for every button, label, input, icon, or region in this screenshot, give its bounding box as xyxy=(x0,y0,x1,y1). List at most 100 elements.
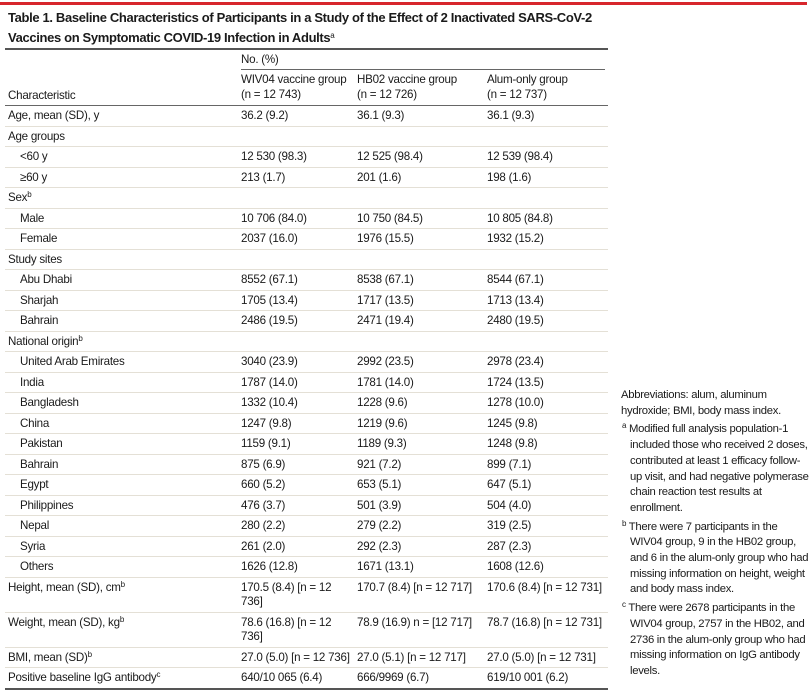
cell-alum xyxy=(484,125,608,147)
cell-alum: 12 539 (98.4) xyxy=(484,146,608,167)
cell-wiv04: 1247 (9.8) xyxy=(238,412,354,434)
cell-wiv04: 1159 (9.1) xyxy=(238,433,354,454)
cell-alum: 287 (2.3) xyxy=(484,535,608,557)
title-footnote-mark: a xyxy=(330,31,335,40)
row-label: Syria xyxy=(5,535,238,557)
table-row: Others 1626 (12.8) 1671 (13.1) 1608 (12.6) xyxy=(5,556,608,577)
cell-alum: 504 (4.0) xyxy=(484,494,608,516)
cell-alum: 1248 (9.8) xyxy=(484,433,608,454)
footnote-a: a Modified full analysis population-1 in… xyxy=(622,421,809,514)
cell-alum: 8544 (67.1) xyxy=(484,269,608,290)
cell-hb02: 201 (1.6) xyxy=(354,166,484,188)
cell-wiv04: 170.5 (8.4) [n = 12 736] xyxy=(238,576,354,612)
table-row: Female 2037 (16.0) 1976 (15.5) 1932 (15.2) xyxy=(5,228,608,249)
cell-wiv04: 213 (1.7) xyxy=(238,166,354,188)
cell-hb02: 1781 (14.0) xyxy=(354,371,484,393)
cell-wiv04: 280 (2.2) xyxy=(238,515,354,536)
cell-wiv04: 2037 (16.0) xyxy=(238,228,354,249)
accent-rule xyxy=(0,2,807,5)
cell-alum: 1724 (13.5) xyxy=(484,371,608,393)
table-body: Age, mean (SD), y 36.2 (9.2) 36.1 (9.3) 36.… xyxy=(5,105,608,690)
table-row: Philippines 476 (3.7) 501 (3.9) 504 (4.0) xyxy=(5,494,608,516)
baseline-characteristics-table: Characteristic No. (%) WIV04 vaccine gro… xyxy=(5,48,608,690)
cell-alum: 619/10 001 (6.2) xyxy=(484,667,608,690)
table-row: Pakistan 1159 (9.1) 1189 (9.3) 1248 (9.8) xyxy=(5,433,608,454)
cell-hb02: 1228 (9.6) xyxy=(354,392,484,413)
cell-hb02 xyxy=(354,248,484,270)
table-row: National originb xyxy=(5,330,608,352)
table-title: Table 1. Baseline Characteristics of Par… xyxy=(8,8,608,48)
row-label: United Arab Emirates xyxy=(5,351,238,372)
row-label: Weight, mean (SD), kgb xyxy=(5,611,238,647)
table-row: Sharjah 1705 (13.4) 1717 (13.5) 1713 (13.4) xyxy=(5,289,608,311)
table-row: United Arab Emirates 3040 (23.9) 2992 (23.… xyxy=(5,351,608,372)
table-row: Weight, mean (SD), kgb 78.6 (16.8) [n = 1… xyxy=(5,611,608,647)
row-label: Age groups xyxy=(5,125,238,147)
table-row: Height, mean (SD), cmb 170.5 (8.4) [n = 1… xyxy=(5,576,608,612)
table-row: Abu Dhabi 8552 (67.1) 8538 (67.1) 8544 (67.… xyxy=(5,269,608,290)
footnote-mark: b xyxy=(119,614,125,624)
footnote-mark: c xyxy=(156,670,161,679)
header-col-alum: Alum-only group (n = 12 737) xyxy=(484,72,608,106)
row-label: Bahrain xyxy=(5,310,238,331)
row-label: Sexb xyxy=(5,187,238,208)
cell-hb02: 1189 (9.3) xyxy=(354,433,484,454)
row-label: Abu Dhabi xyxy=(5,269,238,290)
cell-wiv04: 640/10 065 (6.4) xyxy=(238,667,354,690)
cell-wiv04: 3040 (23.9) xyxy=(238,351,354,372)
cell-hb02: 12 525 (98.4) xyxy=(354,146,484,167)
table-row: Nepal 280 (2.2) 279 (2.2) 319 (2.5) xyxy=(5,515,608,536)
footnote-c: c There were 2678 participants in the WI… xyxy=(622,600,806,677)
row-label: Sharjah xyxy=(5,289,238,311)
cell-hb02: 1717 (13.5) xyxy=(354,289,484,311)
cell-wiv04: 875 (6.9) xyxy=(238,453,354,475)
cell-alum: 198 (1.6) xyxy=(484,166,608,188)
cell-hb02: 8538 (67.1) xyxy=(354,269,484,290)
table-row: Study sites xyxy=(5,248,608,270)
row-label: Age, mean (SD), y xyxy=(5,105,238,126)
cell-hb02: 666/9969 (6.7) xyxy=(354,667,484,690)
cell-hb02 xyxy=(354,187,484,208)
cell-wiv04: 261 (2.0) xyxy=(238,535,354,557)
row-label: Positive baseline IgG antibodyc xyxy=(5,667,238,690)
header-group-label: No. (%) xyxy=(238,48,608,72)
cell-wiv04: 36.2 (9.2) xyxy=(238,105,354,126)
abbreviations: Abbreviations: alum, aluminum hydroxide;… xyxy=(621,389,781,417)
cell-wiv04: 8552 (67.1) xyxy=(238,269,354,290)
cell-alum: 27.0 (5.0) [n = 12 731] xyxy=(484,646,608,668)
cell-alum: 1245 (9.8) xyxy=(484,412,608,434)
cell-alum: 1713 (13.4) xyxy=(484,289,608,311)
row-label: Height, mean (SD), cmb xyxy=(5,576,238,612)
row-label: Bangladesh xyxy=(5,392,238,413)
table-row: Bahrain 875 (6.9) 921 (7.2) 899 (7.1) xyxy=(5,453,608,475)
cell-wiv04 xyxy=(238,330,354,352)
row-label: India xyxy=(5,371,238,393)
cell-alum: 1608 (12.6) xyxy=(484,556,608,577)
cell-wiv04: 660 (5.2) xyxy=(238,474,354,495)
cell-hb02: 36.1 (9.3) xyxy=(354,105,484,126)
footnote-mark: b xyxy=(120,579,125,589)
row-label: Philippines xyxy=(5,494,238,516)
cell-alum xyxy=(484,187,608,208)
cell-hb02: 27.0 (5.1) [n = 12 717] xyxy=(354,646,484,668)
title-text: Table 1. Baseline Characteristics of Par… xyxy=(8,10,592,45)
row-label: Others xyxy=(5,556,238,577)
cell-wiv04: 1787 (14.0) xyxy=(238,371,354,393)
row-label: Pakistan xyxy=(5,433,238,454)
cell-wiv04 xyxy=(238,187,354,208)
cell-alum xyxy=(484,248,608,270)
cell-wiv04: 2486 (19.5) xyxy=(238,310,354,331)
table-row: Age groups xyxy=(5,125,608,147)
row-label: Bahrain xyxy=(5,453,238,475)
cell-wiv04: 1705 (13.4) xyxy=(238,289,354,311)
table-row: ≥60 y 213 (1.7) 201 (1.6) 198 (1.6) xyxy=(5,166,608,188)
cell-hb02: 501 (3.9) xyxy=(354,494,484,516)
cell-alum: 1932 (15.2) xyxy=(484,228,608,249)
cell-wiv04 xyxy=(238,125,354,147)
row-label: Nepal xyxy=(5,515,238,536)
table-notes: Abbreviations: alum, aluminum hydroxide;… xyxy=(621,388,809,683)
row-label: ≥60 y xyxy=(5,166,238,188)
cell-wiv04: 476 (3.7) xyxy=(238,494,354,516)
cell-alum: 1278 (10.0) xyxy=(484,392,608,413)
table-row: BMI, mean (SD)b 27.0 (5.0) [n = 12 736] 27… xyxy=(5,646,608,668)
